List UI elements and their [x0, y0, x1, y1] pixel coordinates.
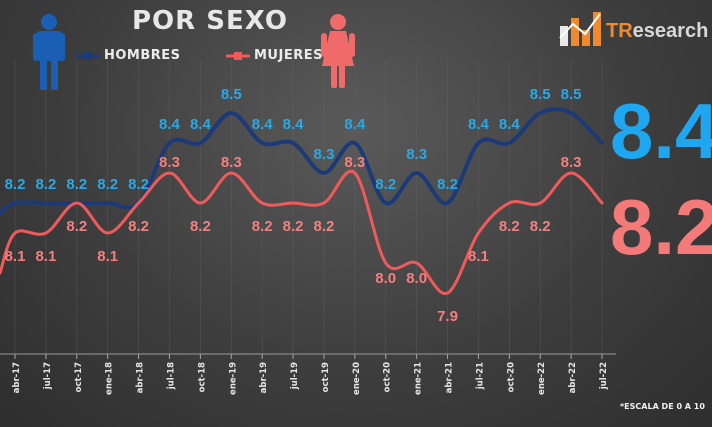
data-label-mujeres-13: 8.0 [406, 270, 427, 287]
data-label-hombres-12: 8.2 [375, 176, 396, 193]
x-tick-label-17: ene-22 [537, 362, 547, 395]
data-label-mujeres-8: 8.2 [252, 218, 273, 235]
x-tick-label-14: abr-21 [445, 362, 455, 393]
x-tick-label-2: oct-17 [74, 362, 84, 392]
data-label-mujeres-15: 8.1 [468, 248, 489, 265]
x-tick-label-15: jul-21 [475, 362, 485, 390]
latest-value-hombres: 8.4 [610, 87, 712, 175]
data-label-hombres-4: 8.2 [128, 176, 149, 193]
data-label-mujeres-9: 8.2 [283, 218, 304, 235]
logo-prefix: TR [606, 20, 633, 42]
data-label-hombres-15: 8.4 [468, 116, 490, 133]
bar-chart-logo-icon [559, 12, 601, 46]
x-tick-label-3: ene-18 [105, 362, 115, 395]
data-labels: 8.2 8.2 8.2 8.2 8.2 8.4 8.4 8.5 8.4 8.4 8.3 8.4 8.2 8… [5, 86, 582, 325]
data-label-hombres-3: 8.2 [97, 176, 118, 193]
data-label-mujeres-6: 8.2 [190, 218, 211, 235]
female-figure-icon [321, 14, 355, 88]
data-label-hombres-2: 8.2 [66, 176, 87, 193]
legend-label-hombres: HOMBRES [104, 48, 181, 63]
data-label-hombres-0: 8.2 [5, 176, 26, 193]
data-label-mujeres-10: 8.2 [314, 218, 335, 235]
x-tick-label-4: abr-18 [136, 362, 146, 393]
data-label-hombres-8: 8.4 [252, 116, 274, 133]
x-tick-label-13: ene-21 [414, 362, 424, 395]
data-label-mujeres-2: 8.2 [66, 218, 87, 235]
series-line-hombres [0, 107, 604, 215]
data-label-hombres-14: 8.2 [437, 176, 458, 193]
x-tick-label-16: oct-20 [506, 362, 516, 392]
footnote-scale: *ESCALA DE 0 A 10 [620, 402, 705, 411]
data-label-hombres-13: 8.3 [406, 146, 427, 163]
data-label-mujeres-5: 8.3 [159, 154, 180, 171]
data-label-mujeres-17: 8.2 [530, 218, 551, 235]
data-label-hombres-16: 8.4 [499, 116, 521, 133]
data-label-mujeres-1: 8.1 [35, 248, 56, 265]
data-label-mujeres-18: 8.3 [561, 154, 582, 171]
x-tick-label-12: oct-20 [383, 362, 393, 392]
data-label-hombres-6: 8.4 [190, 116, 212, 133]
legend-label-mujeres: MUJERES [254, 48, 323, 63]
chart-series [0, 107, 604, 295]
data-label-hombres-10: 8.3 [314, 146, 335, 163]
data-label-mujeres-11: 8.3 [344, 154, 365, 171]
x-tick-label-9: jul-19 [290, 362, 300, 390]
data-label-hombres-18: 8.5 [561, 86, 582, 103]
x-tick-label-10: oct-19 [321, 362, 331, 392]
data-label-hombres-5: 8.4 [159, 116, 181, 133]
x-tick-label-5: jul-18 [166, 362, 176, 390]
data-label-mujeres-3: 8.1 [97, 248, 118, 265]
x-tick-label-7: ene-19 [228, 362, 238, 395]
x-tick-label-0: abr-17 [12, 362, 22, 393]
data-label-hombres-9: 8.4 [283, 116, 305, 133]
legend-hombres-marker [76, 52, 100, 60]
chart-title: POR SEXO [132, 6, 288, 36]
data-label-mujeres-16: 8.2 [499, 218, 520, 235]
data-label-hombres-1: 8.2 [35, 176, 56, 193]
data-label-mujeres-14: 7.9 [437, 308, 458, 325]
series-line-mujeres [0, 169, 604, 295]
x-tick-label-1: jul-17 [43, 362, 53, 390]
x-tick-label-19: jul-22 [599, 362, 609, 390]
data-label-mujeres-4: 8.2 [128, 218, 149, 235]
x-tick-label-8: abr-19 [259, 362, 269, 393]
logo-text: TResearch [606, 20, 708, 43]
data-label-hombres-7: 8.5 [221, 86, 242, 103]
latest-value-mujeres: 8.2 [610, 183, 712, 271]
data-label-hombres-17: 8.5 [530, 86, 551, 103]
x-tick-label-6: oct-18 [197, 362, 207, 392]
x-tick-label-11: ene-20 [352, 362, 362, 395]
x-axis-ticks: abr-17 jul-17 oct-17 ene-18 abr-18 jul-18 oct-… [12, 354, 609, 395]
data-label-mujeres-7: 8.3 [221, 154, 242, 171]
legend-mujeres-marker [226, 52, 250, 60]
data-label-mujeres-12: 8.0 [375, 270, 396, 287]
x-tick-label-18: abr-22 [568, 362, 578, 393]
data-label-hombres-11: 8.4 [344, 116, 366, 133]
logo-suffix: esearch [632, 20, 709, 42]
male-figure-icon [33, 14, 65, 90]
grid-lines [14, 60, 603, 354]
data-label-mujeres-0: 8.1 [5, 248, 26, 265]
